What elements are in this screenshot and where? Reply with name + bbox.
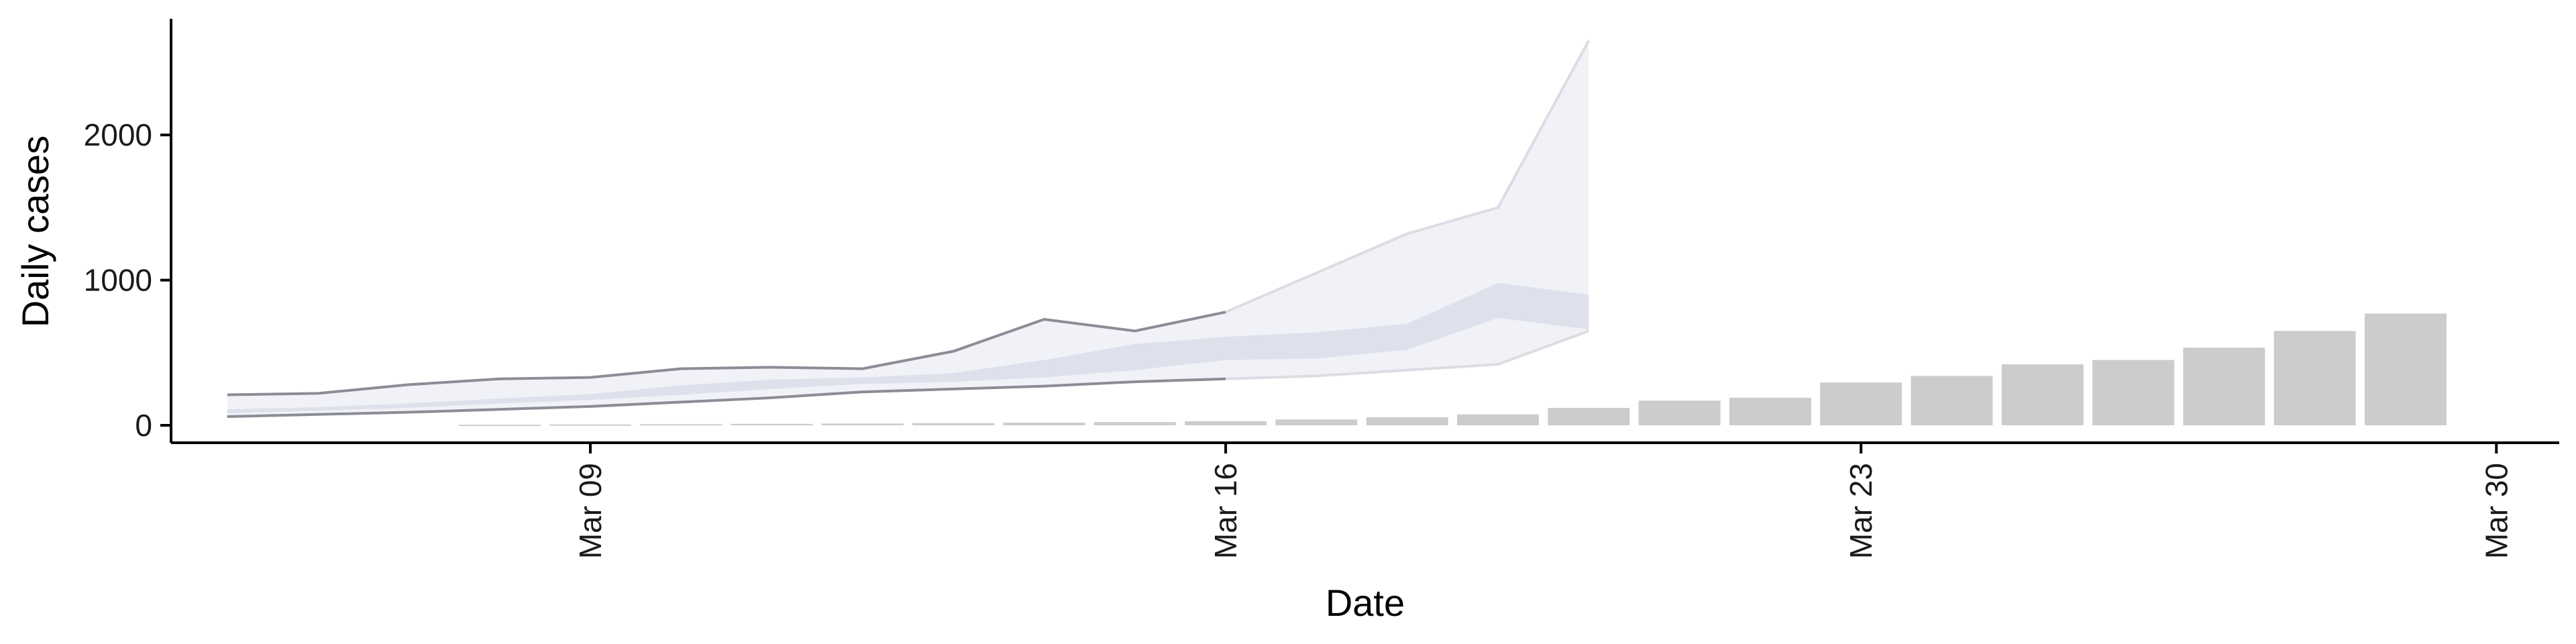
outer-band <box>227 40 1589 417</box>
bar <box>549 424 631 426</box>
x-tick-label: Mar 23 <box>1843 463 1878 559</box>
bar <box>2273 331 2356 425</box>
inner-band <box>227 282 1589 413</box>
axes <box>170 19 2559 444</box>
bar <box>912 423 995 425</box>
bar <box>1185 421 1267 425</box>
bar <box>1093 422 1176 425</box>
bar <box>1820 382 1902 425</box>
bar <box>731 423 813 425</box>
bar <box>1366 417 1448 425</box>
bar <box>458 425 541 427</box>
bar <box>1638 400 1721 425</box>
bar <box>1729 397 1811 425</box>
y-tick-label: 2000 <box>84 117 152 152</box>
upper-bound-line-recent <box>1225 40 1591 314</box>
y-tick-label: 1000 <box>84 263 152 298</box>
x-tick-label: Mar 30 <box>2479 463 2514 559</box>
bar <box>821 423 904 425</box>
x-tick-label: Mar 16 <box>1208 463 1243 559</box>
bar <box>2092 360 2175 425</box>
y-tick-label: 0 <box>135 408 152 443</box>
bar <box>2001 364 2084 425</box>
bar <box>1003 423 1085 425</box>
bar <box>1911 376 1993 425</box>
x-tick-label: Mar 09 <box>573 463 608 559</box>
bar <box>1275 419 1358 425</box>
bar-series <box>458 313 2447 427</box>
upper-bound-line <box>227 311 1226 396</box>
bar <box>640 424 722 426</box>
lower-bound-line-recent <box>1226 329 1589 380</box>
bar <box>2183 347 2265 425</box>
bar <box>2365 313 2447 425</box>
ticks: Mar 09 Mar 16 Mar 23 Mar 30 0 1000 2000 <box>84 117 2514 559</box>
y-axis-title: Daily cases <box>14 136 56 327</box>
bar <box>1457 414 1539 425</box>
bar <box>1548 408 1630 425</box>
estimate-bands <box>227 40 1591 419</box>
lower-bound-line <box>227 377 1226 419</box>
x-axis-title: Date <box>1326 582 1405 624</box>
